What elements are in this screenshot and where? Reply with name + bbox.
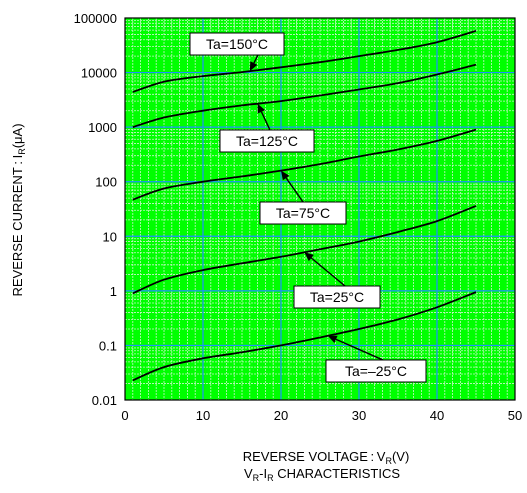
x-axis-title-unit: (V) bbox=[392, 449, 409, 464]
caption-v-sub: R bbox=[253, 473, 260, 483]
annotation-arrow-4 bbox=[335, 338, 384, 361]
annotation-box-1 bbox=[219, 129, 315, 153]
annotation-label-2: Ta=75°C bbox=[276, 205, 330, 221]
annotation-arrowhead-3 bbox=[304, 252, 314, 262]
x-tick-labels: 0 10 20 30 40 50 bbox=[121, 408, 522, 423]
annotation-label-4: Ta=–25°C bbox=[345, 363, 407, 379]
y-tick-label: 0.01 bbox=[92, 393, 117, 408]
chart-caption: VR-IR CHARACTERISTICS bbox=[244, 466, 400, 483]
annotation-arrow-3 bbox=[310, 257, 346, 287]
series-line-2 bbox=[132, 128, 477, 201]
series-line-1 bbox=[132, 63, 477, 128]
x-tick-label: 0 bbox=[121, 408, 128, 423]
y-tick-label: 1000 bbox=[88, 120, 117, 135]
annotation-arrow-2 bbox=[285, 177, 304, 203]
caption-mid: -I bbox=[259, 466, 267, 481]
x-axis-title-sub: R bbox=[385, 456, 392, 466]
y-axis-title-unit: (μA) bbox=[10, 123, 25, 148]
x-tick-label: 20 bbox=[274, 408, 288, 423]
annotation-arrowhead-4 bbox=[327, 335, 338, 343]
plot-frame bbox=[124, 17, 516, 401]
y-axis-title: REVERSE CURRENT : IR(μA) bbox=[10, 123, 27, 296]
annotation-box-4 bbox=[325, 359, 427, 383]
y-tick-label: 0.1 bbox=[99, 338, 117, 353]
plot-area: Ta=150°C Ta=125°C Ta=75°C Ta=25°C Ta=–25°C bbox=[124, 17, 516, 401]
x-axis-title-main: REVERSE VOLTAGE : V bbox=[243, 449, 386, 464]
x-tick-label: 40 bbox=[430, 408, 444, 423]
series-line-4 bbox=[132, 291, 477, 382]
x-tick-label: 10 bbox=[196, 408, 210, 423]
y-tick-label: 100 bbox=[95, 175, 117, 190]
annotation-arrow-0 bbox=[253, 54, 259, 64]
annotation-label-1: Ta=125°C bbox=[236, 133, 298, 149]
annotation-arrowhead-2 bbox=[281, 170, 290, 181]
annotation-arrow-1 bbox=[260, 111, 271, 131]
annotation-label-0: Ta=150°C bbox=[206, 36, 268, 52]
annotation-label-3: Ta=25°C bbox=[310, 289, 364, 305]
series-line-3 bbox=[132, 205, 477, 295]
caption-v: V bbox=[244, 466, 253, 481]
x-axis-title: REVERSE VOLTAGE : VR(V) bbox=[243, 449, 410, 466]
y-tick-labels: 0.01 0.1 1 10 100 1000 10000 100000 bbox=[74, 11, 117, 408]
annotation-box-2 bbox=[259, 201, 347, 225]
annotation-box-0 bbox=[189, 32, 285, 56]
y-tick-label: 10000 bbox=[81, 66, 117, 81]
x-tick-label: 50 bbox=[508, 408, 522, 423]
series-line-0 bbox=[132, 30, 477, 93]
y-axis-title-sub: R bbox=[17, 148, 27, 155]
y-tick-label: 100000 bbox=[74, 11, 117, 26]
annotation-arrowhead-1 bbox=[257, 103, 266, 114]
y-axis-title-main: REVERSE CURRENT : I bbox=[10, 155, 25, 297]
x-tick-label: 30 bbox=[352, 408, 366, 423]
annotation-arrowhead-0 bbox=[249, 61, 258, 72]
annotation-box-3 bbox=[293, 285, 381, 309]
caption-rest: CHARACTERISTICS bbox=[274, 466, 401, 481]
y-tick-label: 1 bbox=[110, 284, 117, 299]
y-tick-label: 10 bbox=[103, 229, 117, 244]
caption-i-sub: R bbox=[267, 473, 274, 483]
